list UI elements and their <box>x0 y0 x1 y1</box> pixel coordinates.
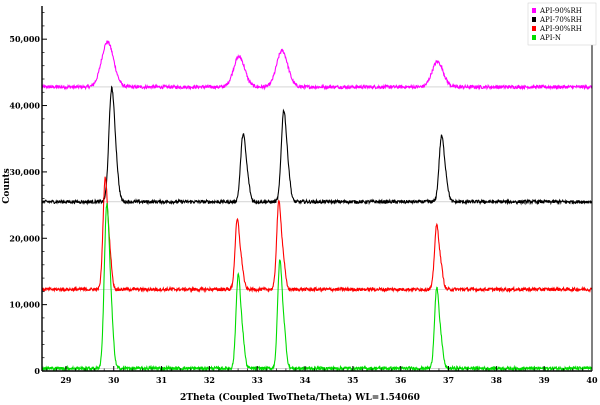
y-tick-label: 30,000 <box>9 167 40 177</box>
x-tick-label: 40 <box>586 375 598 385</box>
x-tick-label: 31 <box>156 375 167 385</box>
series-2-line <box>41 176 593 294</box>
legend-label-0: API-90%RH <box>539 7 582 15</box>
y-tick-label: 0 <box>34 366 40 376</box>
legend-swatch-0 <box>532 8 536 13</box>
legend-label-2: API-90%RH <box>539 25 582 33</box>
x-tick-label: 30 <box>108 375 120 385</box>
y-axis-title: Counts <box>2 168 12 203</box>
y-tick-label: 50,000 <box>9 34 40 44</box>
x-tick-label: 39 <box>539 375 551 385</box>
legend-box <box>527 2 597 46</box>
x-tick-label: 35 <box>347 375 358 385</box>
x-tick-label: 38 <box>491 375 503 385</box>
x-tick-label: 32 <box>204 375 215 385</box>
series-0-line <box>41 40 593 91</box>
legend-label-3: API-N <box>539 34 561 42</box>
legend-swatch-2 <box>532 26 536 31</box>
y-tick-label: 40,000 <box>9 101 40 111</box>
series-1-line <box>41 85 593 206</box>
series-layer <box>41 40 593 373</box>
legend-swatch-3 <box>532 35 536 40</box>
series-3-line <box>41 203 593 373</box>
legend-label-1: API-70%RH <box>539 16 582 24</box>
axes-layer: 0 10,000 20,000 30,000 40,000 50,000 29 30 31 32 3… <box>9 6 598 385</box>
x-tick-label: 33 <box>252 375 264 385</box>
legend-swatch-1 <box>532 17 536 22</box>
y-tick-label: 10,000 <box>9 300 40 310</box>
x-tick-label: 34 <box>299 375 311 385</box>
x-tick-label: 29 <box>60 375 72 385</box>
y-tick-label: 20,000 <box>9 233 40 243</box>
x-axis-title: 2Theta (Coupled TwoTheta/Theta) WL=1.540… <box>180 392 420 403</box>
x-tick-label: 37 <box>443 375 454 385</box>
x-tick-label: 36 <box>395 375 407 385</box>
